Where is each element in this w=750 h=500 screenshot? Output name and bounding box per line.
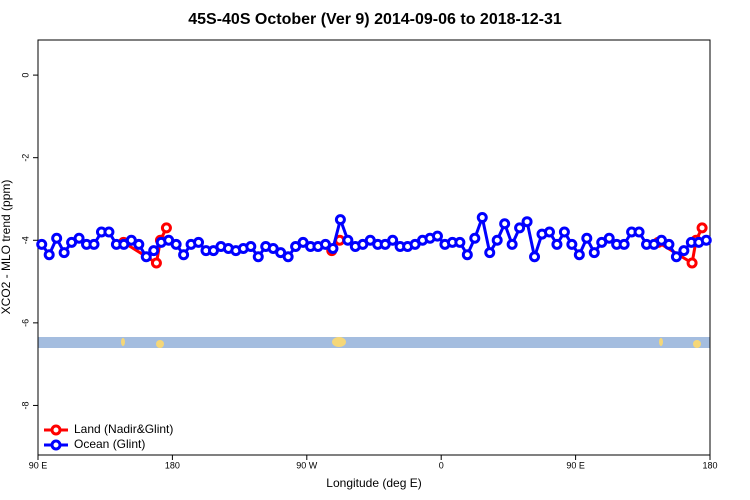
point [73,232,85,244]
point [245,240,257,252]
point [484,247,496,259]
y-tick-label: -8 [20,401,30,409]
x-tick-label: 180 [702,460,717,470]
point [663,238,675,250]
point [193,236,205,248]
x-axis-label: Longitude (deg E) [326,476,421,490]
point [581,232,593,244]
y-tick-label: -2 [20,154,30,162]
point [103,226,115,238]
point [499,218,511,230]
legend-label: Ocean (Glint) [74,437,145,451]
point [543,226,555,238]
x-tick-label: 90 E [29,460,48,470]
point [618,238,630,250]
point [573,249,585,261]
point [88,238,100,250]
chart-title: 45S-40S October (Ver 9) 2014-09-06 to 20… [188,11,562,28]
point [566,238,578,250]
legend-marker [50,424,62,436]
point [148,245,160,257]
x-tick-label: 180 [165,460,180,470]
point [514,222,526,234]
point [633,226,645,238]
legend-marker [50,439,62,451]
x-tick-label: 90 E [566,460,585,470]
point [603,232,615,244]
point [529,251,541,263]
point [454,236,466,248]
point [170,238,182,250]
point [491,234,503,246]
point [133,238,145,250]
point [686,257,698,269]
legend-label: Land (Nadir&Glint) [74,422,173,436]
point [334,214,346,226]
point [150,257,162,269]
point [558,226,570,238]
point [678,245,690,257]
point [252,251,264,263]
point [476,212,488,224]
point [506,238,518,250]
point [140,251,152,263]
point [36,238,48,250]
point [700,234,712,246]
point [551,238,563,250]
point [342,234,354,246]
x-tick-label: 0 [439,460,444,470]
y-axis-label: XCO2 - MLO trend (ppm) [0,180,13,315]
land-ocean-strip [38,337,710,348]
y-tick-label: 0 [20,73,30,78]
point [178,249,190,261]
y-tick-label: -4 [20,236,30,244]
point [696,222,708,234]
point [282,251,294,263]
point [469,232,481,244]
point [327,243,339,255]
x-tick-label: 90 W [296,460,318,470]
point [461,249,473,261]
point [588,247,600,259]
point [521,216,533,228]
point [160,222,172,234]
point [58,247,70,259]
point [43,249,55,261]
point [51,232,63,244]
y-tick-label: -6 [20,319,30,327]
point [670,251,682,263]
point [387,234,399,246]
point [431,230,443,242]
